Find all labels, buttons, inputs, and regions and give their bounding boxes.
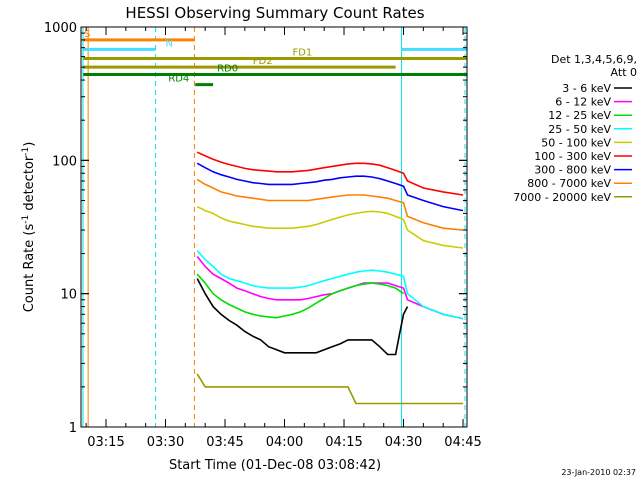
legend-entry-2: 12 - 25 keV [548, 109, 611, 122]
x-tick-label-1: 03:30 [147, 435, 184, 450]
x-axis-label: Start Time (01-Dec-08 03:08:42) [169, 458, 381, 473]
legend-header-1: Att 0 [611, 66, 637, 79]
y-tick-label-1: 10 [60, 288, 77, 303]
legend-entry-0: 3 - 6 keV [562, 82, 611, 95]
y-tick-label-0: 1 [69, 421, 77, 436]
data-layer [82, 27, 466, 427]
legend-entry-4: 50 - 100 keV [541, 136, 611, 149]
flag-label-2: FD1 [292, 48, 312, 59]
x-tick-label-6: 04:45 [444, 435, 481, 450]
series-line-2 [196, 273, 404, 319]
x-tick-label-5: 04:30 [385, 435, 422, 450]
y-tick-label-3: 1000 [44, 21, 77, 36]
x-tick-label-3: 04:00 [266, 435, 303, 450]
legend-entry-5: 100 - 300 keV [534, 150, 611, 163]
legend-entry-8: 7000 - 20000 keV [513, 191, 611, 204]
legend-entry-3: 25 - 50 keV [548, 123, 611, 136]
chart-title: HESSI Observing Summary Count Rates [125, 4, 424, 22]
y-axis-label: Count Rate (s-1 detector-1) [21, 142, 37, 313]
flag-label-1: N [165, 38, 172, 49]
legend-header-0: Det 1,3,4,5,6,9, [551, 53, 637, 66]
footer-timestamp: 23-Jan-2010 02:37 [561, 468, 636, 477]
legend-entry-1: 6 - 12 keV [555, 96, 611, 109]
series-line-7 [196, 178, 464, 231]
series-line-1 [196, 256, 464, 320]
flag-label-5: RD4 [168, 74, 189, 85]
series-line-8 [196, 373, 463, 405]
x-tick-label-0: 03:15 [87, 435, 124, 450]
flag-label-3: FD2 [253, 56, 273, 67]
series-line-0 [196, 278, 409, 356]
flag-label-4: RD0 [217, 64, 238, 75]
legend-entry-7: 800 - 7000 keV [527, 177, 611, 190]
series-line-3 [196, 250, 464, 320]
series-line-4 [196, 205, 464, 249]
series-line-6 [196, 162, 464, 212]
flag-label-0: S [84, 29, 90, 40]
plot-frame [80, 26, 468, 428]
x-tick-label-2: 03:45 [206, 435, 243, 450]
x-tick-label-4: 04:15 [325, 435, 362, 450]
legend-entry-6: 300 - 800 keV [534, 164, 611, 177]
axes-layer: 1 10 100 1000 03:15 03:30 03:45 04:00 04:15 04:30… [44, 21, 482, 450]
y-tick-label-2: 100 [52, 154, 77, 169]
series-line-5 [196, 151, 464, 196]
flags-layer: S N FD1 FD2 RD0 RD4 [83, 29, 467, 87]
